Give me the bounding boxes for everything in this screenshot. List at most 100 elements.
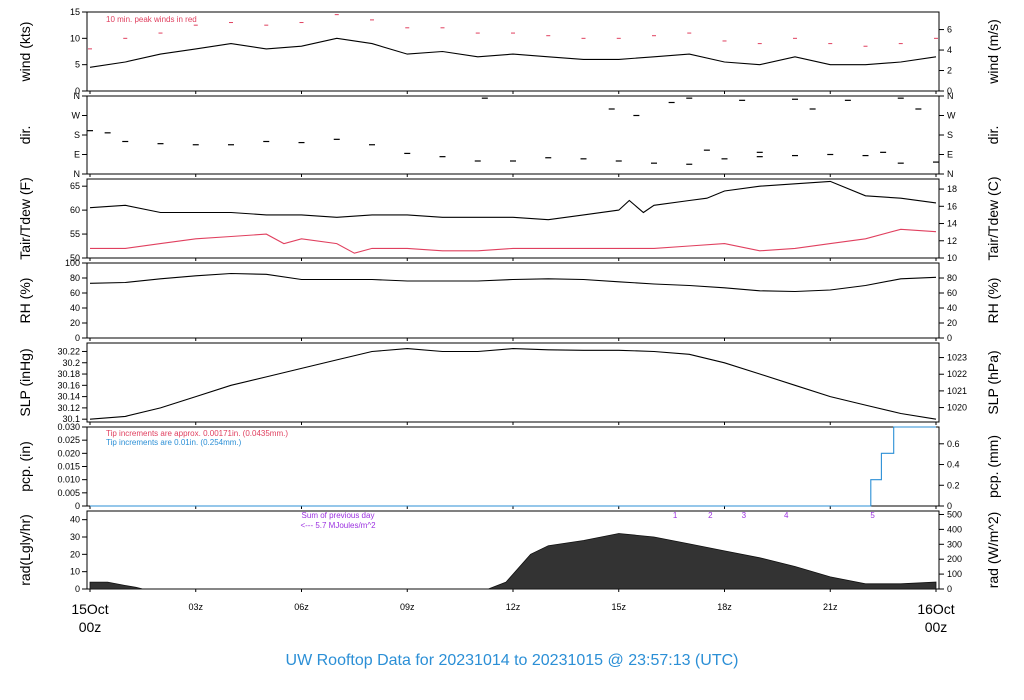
figure-title: UW Rooftop Data for 20231014 to 20231015… (286, 652, 739, 669)
y-tick-label: 20 (70, 549, 80, 559)
peak-wind-point (370, 19, 374, 21)
y-tick-label-right: 10 (947, 253, 957, 263)
y-tick-label-right: 200 (947, 554, 962, 564)
y-tick-label-right: 0 (947, 501, 952, 511)
y-tick-label: 0.015 (57, 462, 80, 472)
y-tick-label-right: 400 (947, 524, 962, 534)
y-axis-title-left: dir. (17, 126, 33, 145)
panel-temp: Tair/Tdew (F) Tair/Tdew (C) 50 55 60 65 10 12 14… (17, 176, 1001, 263)
y-tick-label-right: E (947, 150, 953, 160)
panel-annotation: 10 min. peak winds in red (106, 15, 197, 24)
y-tick-label: W (72, 111, 81, 121)
y-tick-label: 10 (70, 567, 80, 577)
peak-wind-point (687, 32, 692, 34)
dir-point (608, 108, 615, 110)
dir-point (104, 132, 111, 134)
peak-wind-point (440, 27, 445, 29)
y-tick-label-right: 80 (947, 273, 957, 283)
y-tick-label-right: 0 (947, 333, 952, 343)
y-tick-label: 30.22 (57, 346, 80, 356)
y-axis-title-right: wind (m/s) (985, 19, 1001, 85)
y-tick-label: 30.2 (62, 358, 80, 368)
series-line-temp-1 (90, 228, 937, 254)
dir-point (298, 141, 305, 144)
dir-point (87, 130, 93, 132)
y-axis-title-left: pcp. (in) (17, 441, 33, 492)
y-axis-title-right: pcp. (mm) (985, 435, 1001, 498)
dir-point (474, 160, 481, 162)
y-axis-title-right: SLP (hPa) (985, 350, 1001, 414)
peak-wind-point (757, 43, 762, 45)
dir-point (862, 154, 869, 157)
y-axis-title-left: SLP (inHg) (17, 348, 33, 416)
y-tick-label-right: 0 (947, 86, 952, 96)
y-tick-label: 60 (70, 288, 80, 298)
y-tick-label: 55 (70, 229, 80, 239)
y-tick-label: 30.14 (57, 392, 80, 402)
peak-wind-point (299, 22, 304, 24)
y-axis-title-left: wind (kts) (17, 22, 33, 83)
peak-wind-point (123, 37, 128, 39)
panel-slp: SLP (inHg) SLP (hPa)30.130.1230.1430.1630… (17, 342, 1001, 425)
dir-point (897, 97, 904, 99)
peak-wind-point (652, 35, 656, 37)
series-line-rh-0 (89, 272, 937, 293)
peak-wind-point (475, 32, 480, 34)
radiation-area (89, 533, 937, 590)
dir-point (580, 158, 587, 160)
peak-wind-point (405, 27, 410, 29)
dir-point (792, 98, 798, 100)
peak-wind-point (581, 37, 586, 39)
y-tick-label: 80 (70, 273, 80, 283)
y-axis-title-right: rad (W/m^2) (985, 512, 1001, 589)
dir-point (333, 138, 340, 140)
y-tick-label: 0 (75, 333, 80, 343)
y-tick-label-right: 0.6 (947, 439, 960, 449)
peak-wind-point (898, 43, 903, 45)
dir-point (827, 153, 834, 156)
rad-marker: 5 (870, 511, 875, 520)
y-tick-label-right: N (947, 91, 954, 101)
peak-wind-point (193, 24, 198, 26)
y-tick-label-right: 6 (947, 25, 952, 35)
series-line-pcp-0 (90, 426, 936, 507)
dir-point (651, 162, 657, 164)
y-tick-label-right: 1023 (947, 353, 967, 363)
peak-wind-point (511, 32, 515, 34)
y-tick-label: 5 (75, 60, 80, 70)
y-tick-label: 20 (70, 318, 80, 328)
y-tick-label: N (74, 169, 81, 179)
x-start-hour-label: 00z (79, 619, 102, 635)
series-line-wind-0 (89, 37, 937, 68)
rad-marker: 3 (742, 511, 747, 520)
dir-point (228, 144, 234, 146)
y-tick-label: 0.030 (57, 422, 80, 432)
panel-frame (86, 342, 940, 423)
y-tick-label: S (74, 130, 80, 140)
y-tick-label-right: 4 (947, 45, 952, 55)
y-tick-label: 10 (70, 33, 80, 43)
y-tick-label-right: 100 (947, 569, 962, 579)
dir-point (897, 162, 904, 164)
y-tick-label-right: 20 (947, 318, 957, 328)
y-tick-label: 30.12 (57, 403, 80, 413)
y-tick-label: 0.020 (57, 448, 80, 458)
y-tick-label: 0.010 (57, 475, 80, 485)
dir-point (686, 97, 693, 99)
x-start-day-label: 15Oct (71, 601, 108, 617)
rad-marker: 4 (784, 511, 789, 520)
y-tick-label: E (74, 150, 80, 160)
y-tick-label: N (74, 91, 81, 101)
dir-point (703, 149, 710, 151)
dir-point (439, 156, 446, 158)
dir-point (192, 144, 199, 146)
dir-point (756, 151, 763, 153)
y-tick-label-right: N (947, 169, 954, 179)
y-tick-label-right: 300 (947, 539, 962, 549)
rad-annotation: <--- 5.7 MJoules/m^2 (300, 521, 376, 530)
panel-frame (86, 95, 940, 175)
panel-frame (86, 11, 940, 92)
dir-point (263, 140, 270, 143)
